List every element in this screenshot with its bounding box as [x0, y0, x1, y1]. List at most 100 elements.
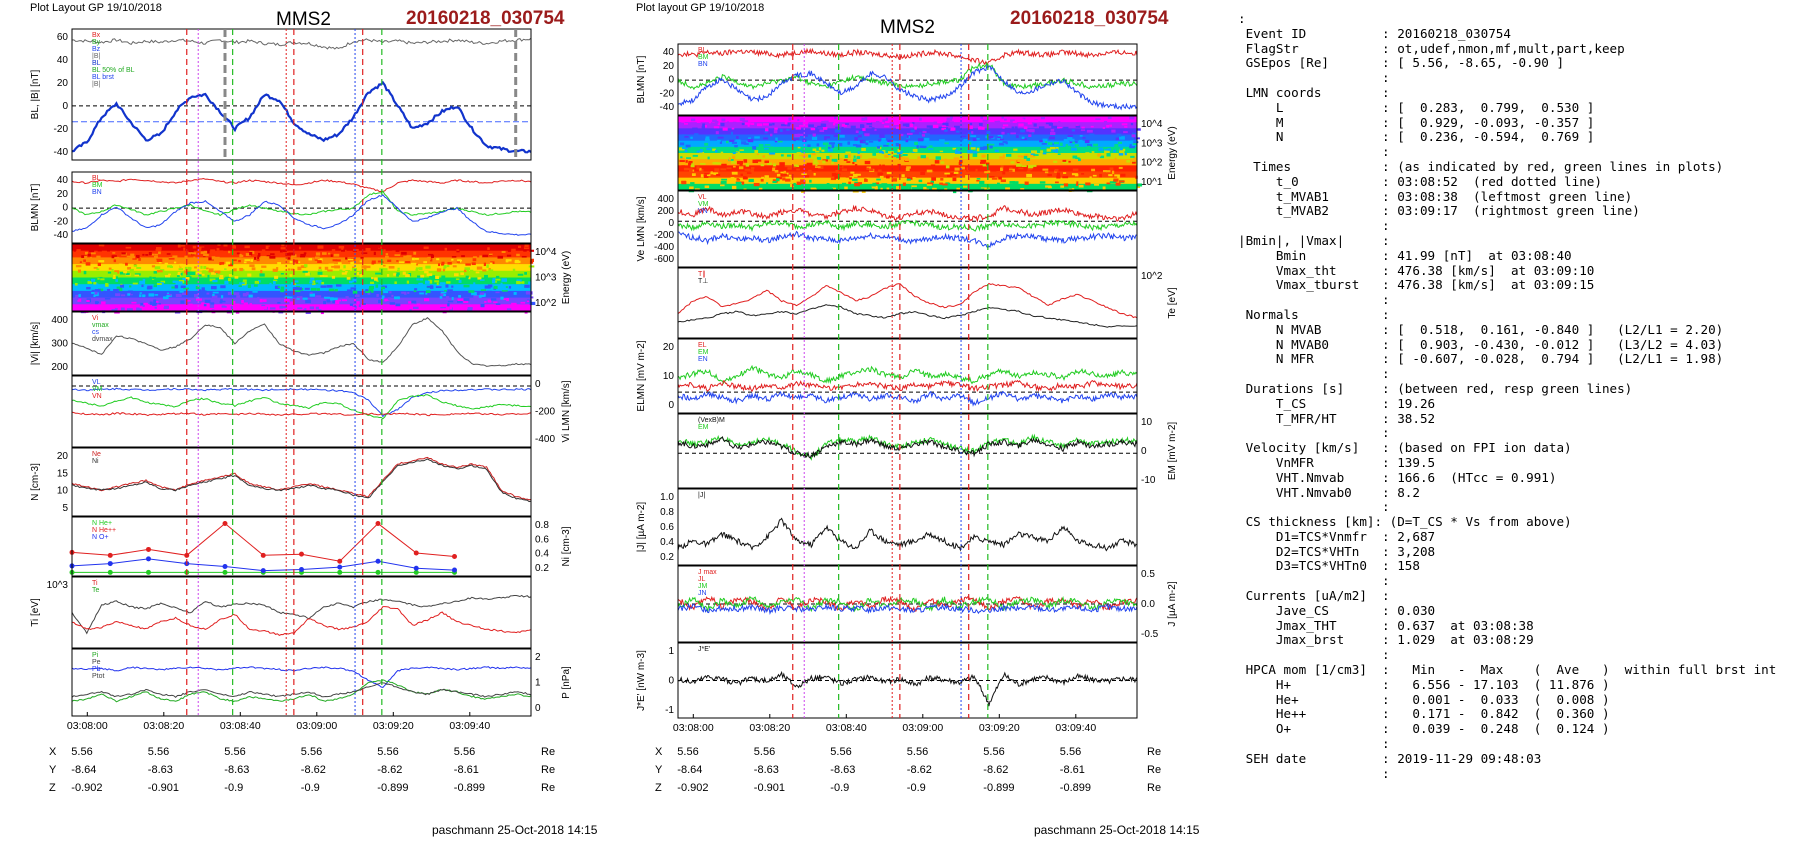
mid-2-spectrogram-pixel — [1014, 126, 1018, 130]
left-3-spectrogram-pixel — [157, 307, 162, 310]
mid-2-spectrogram-pixel — [942, 122, 946, 125]
mid-2-spectrogram-pixel — [721, 178, 728, 181]
info-line: |Bmin|, |Vmax| : — [1238, 232, 1390, 248]
left-3-spectrogram-pixel — [126, 255, 131, 258]
left-1-ytick-label: -40 — [54, 147, 69, 158]
left-3-spectrogram-pixel — [268, 246, 272, 249]
mid-2-spectrogram-pixel — [1091, 151, 1095, 155]
mid-2-spectrogram-pixel — [752, 159, 759, 164]
mid-2-spectrogram-pixel — [799, 154, 805, 157]
mid-2-spectrogram-pixel — [1071, 129, 1075, 132]
mid-2-spectrogram-pixel — [1057, 153, 1061, 155]
mid-2-spectrogram-pixel — [902, 153, 908, 157]
left-3-spectrogram-pixel — [445, 296, 450, 300]
left-3-spectrogram-pixel — [233, 268, 237, 272]
left-3-spectrogram-pixel — [397, 267, 400, 270]
left-7-point — [146, 556, 151, 562]
left-3-spectrogram-pixel — [383, 249, 386, 253]
left-3-spectrogram-pixel — [225, 276, 230, 280]
left-3-spectrogram-pixel — [383, 290, 389, 294]
mid-2-spectrogram-pixel — [774, 169, 779, 173]
mid-2-spectrogram-pixel — [864, 117, 868, 121]
mid-2-spectrogram-pixel — [699, 167, 702, 171]
left-3-spectrogram-pixel — [365, 289, 369, 292]
left-3-spectrogram-pixel — [188, 252, 193, 255]
mid-2-spectrogram-pixel — [998, 143, 1005, 146]
info-line: : — [1238, 144, 1390, 160]
left-3-spectrogram-pixel — [249, 264, 255, 268]
left-3-spectrogram-pixel — [158, 251, 161, 255]
mid-2-spectrogram-pixel — [802, 154, 808, 158]
left-3-spectrogram-pixel — [349, 303, 354, 306]
mid-2-spectrogram-pixel — [879, 134, 885, 138]
left-3-spectrogram-pixel — [188, 303, 193, 306]
left-4-group — [71, 317, 532, 367]
mid-2-spectrogram-pixel — [815, 150, 820, 153]
left-3-spectrogram-pixel — [243, 302, 248, 306]
mid-3-legend-item: VL — [698, 194, 707, 201]
mid-2-spectrogram-pixel — [938, 126, 945, 129]
left-3-spectrogram-pixel — [212, 279, 218, 283]
mid-2-spectrogram-pixel — [680, 156, 683, 159]
mid-2-spectrogram-pixel — [777, 140, 783, 143]
left-2-ytick-label: -20 — [54, 216, 69, 227]
left-6-ytick-label: 5 — [62, 503, 68, 514]
left-3-spectrogram-pixel — [232, 259, 237, 262]
left-3-spectrogram-pixel — [512, 268, 516, 272]
mid-2-spectrogram-pixel — [1021, 136, 1025, 140]
left-3-spectrogram-pixel — [326, 285, 333, 288]
mid-2-spectrogram-pixel — [681, 180, 686, 183]
mid-2-spectrogram-pixel — [1092, 174, 1097, 177]
info-line: O+ : 0.039 - 0.248 ( 0.124 ) — [1238, 721, 1610, 737]
left-3-spectrogram-pixel — [338, 245, 345, 249]
left-3-spectrogram-pixel — [84, 251, 89, 255]
left-3-spectrogram-pixel — [324, 296, 331, 299]
left-3-spectrogram-pixel — [386, 274, 390, 277]
mid-2-spectrogram-pixel — [732, 152, 738, 155]
left-3-spectrogram-pixel — [143, 302, 148, 305]
mid-8-group — [677, 595, 1138, 616]
left-3-spectrogram-pixel — [160, 282, 164, 286]
left-3-spectrogram-pixel — [95, 301, 99, 305]
mid-2-spectrogram-pixel — [774, 127, 778, 130]
event-info-text: : Event ID : 20160218_030754 FlagStr : o… — [1238, 11, 1798, 802]
mid-2-spectrogram-pixel — [1012, 181, 1019, 184]
left-3-spectrogram-pixel — [234, 276, 239, 279]
left-3-spectrogram-pixel — [315, 295, 322, 298]
left-3-spectrogram-band — [72, 277, 531, 286]
mid-2-spectrogram-pixel — [1105, 170, 1111, 173]
mid-2-spectrogram-pixel — [1075, 183, 1078, 186]
left-3-spectrogram-pixel — [527, 299, 532, 303]
mid-2-spectrogram-pixel — [735, 151, 740, 155]
left-3-spectrogram-pixel — [284, 296, 289, 299]
left-3-spectrogram-pixel — [91, 289, 95, 294]
mid-2-spectrogram-pixel — [795, 140, 799, 144]
left-3-spectrogram-pixel — [440, 292, 445, 297]
mid-2-spectrogram-pixel — [1085, 152, 1090, 156]
left-3-spectrogram-pixel — [156, 258, 163, 263]
left-3-spectrogram-pixel — [476, 295, 482, 298]
info-line: T_CS : 19.26 — [1238, 395, 1436, 411]
left-3-spectrogram-pixel — [163, 305, 169, 309]
mid-7-frame — [677, 488, 1138, 566]
left-3-spectrogram-pixel — [335, 299, 341, 302]
mid-spacecraft-title: MMS2 — [880, 17, 935, 38]
mid-7-ylabel: |J| [µA m-2] — [636, 502, 647, 553]
left-3-spectrogram-pixel — [461, 255, 465, 258]
mid-2-spectrogram-pixel — [1130, 155, 1135, 158]
mid-2-spectrogram-pixel — [1095, 118, 1101, 120]
mid-2-spectrogram-pixel — [1056, 172, 1061, 177]
mid-2-spectrogram-pixel — [1017, 158, 1022, 163]
left-1-legend-item: Bz — [92, 46, 101, 53]
left-3-spectrogram-pixel — [209, 304, 215, 308]
mid-2-spectrogram-pixel — [720, 151, 724, 154]
mid-2-spectrogram-pixel — [905, 123, 910, 127]
left-3-spectrogram-pixel — [361, 252, 368, 254]
mid-2-spectrogram-pixel — [714, 120, 719, 124]
mid-2-spectrogram-pixel — [963, 170, 967, 173]
left-3-spectrogram-pixel — [345, 270, 351, 273]
mid-2-spectrogram-pixel — [1078, 184, 1084, 188]
mid-2-spectrogram-pixel — [1031, 164, 1037, 167]
mid-5-ylabel: ELMN [mV m-2] — [636, 340, 647, 411]
left-3-spectrogram-pixel — [356, 301, 360, 305]
